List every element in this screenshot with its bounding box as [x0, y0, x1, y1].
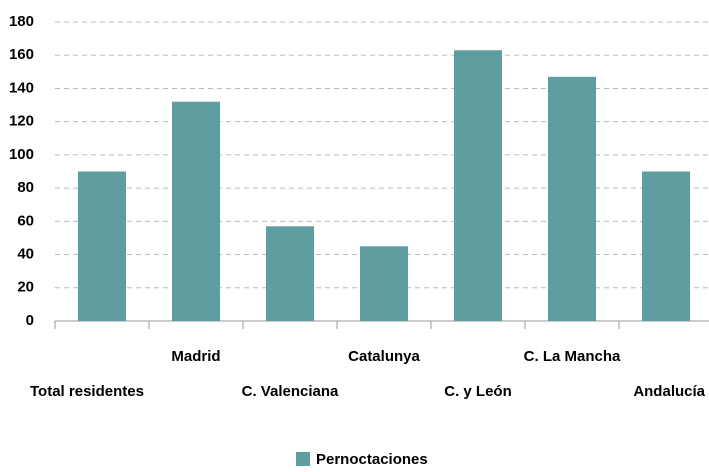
x-tick-label: Catalunya — [348, 348, 420, 365]
bar — [360, 246, 408, 321]
bar — [266, 226, 314, 321]
y-tick-label: 0 — [26, 312, 34, 329]
legend-label: Pernoctaciones — [316, 451, 428, 468]
y-tick-label: 160 — [9, 46, 34, 63]
y-tick-label: 100 — [9, 146, 34, 163]
x-tick-label: Total residentes — [30, 383, 144, 400]
bar — [548, 76, 596, 321]
x-tick-label: C. Valenciana — [242, 383, 339, 400]
bar — [172, 101, 220, 321]
y-tick-label: 40 — [17, 246, 34, 263]
legend-swatch — [296, 452, 310, 466]
y-tick-label: 80 — [17, 179, 34, 196]
y-tick-label: 180 — [9, 13, 34, 30]
x-tick-label: Andalucía — [633, 383, 705, 400]
x-tick-label: C. La Mancha — [524, 348, 621, 365]
bar — [454, 50, 502, 321]
y-tick-label: 20 — [17, 279, 34, 296]
y-tick-label: 120 — [9, 113, 34, 130]
bar — [78, 171, 126, 321]
y-tick-label: 140 — [9, 79, 34, 96]
bar — [642, 171, 690, 321]
x-tick-label: Madrid — [171, 348, 220, 365]
y-tick-label: 60 — [17, 212, 34, 229]
x-tick-label: C. y León — [444, 383, 512, 400]
